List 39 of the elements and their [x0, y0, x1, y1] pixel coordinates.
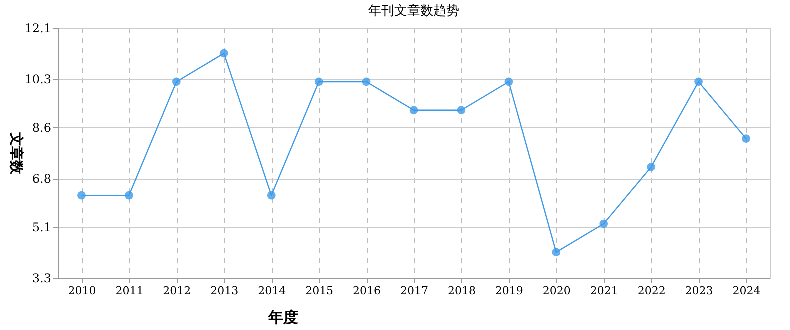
x-tick-label: 2012: [163, 284, 192, 298]
point: [552, 248, 561, 257]
x-tick-label: 2013: [210, 284, 239, 298]
x-tick-label: 2018: [448, 284, 476, 298]
point: [742, 134, 750, 143]
y-tick-label: 10.3: [24, 72, 52, 87]
point: [172, 78, 181, 86]
x-tick-label: 2019: [495, 284, 524, 298]
chart-title: 年刊文章数趋势: [368, 4, 460, 19]
x-tick-label: 2014: [258, 284, 286, 298]
y-tick-label: 6.8: [32, 172, 52, 186]
x-tick-label: 2015: [306, 284, 334, 298]
x-tick-label: 2016: [353, 284, 382, 298]
y-tick-label: 8.6: [32, 120, 52, 135]
x-tick-label: 2011: [116, 284, 144, 298]
y-axis-title: 文章数: [8, 132, 25, 176]
x-tick-label: 2017: [400, 284, 428, 298]
point: [362, 78, 371, 86]
x-tick-label: 2010: [68, 284, 96, 298]
point: [78, 191, 86, 200]
point: [504, 78, 514, 86]
x-tick-label: 2020: [542, 284, 571, 298]
point: [694, 78, 703, 86]
point: [457, 106, 466, 115]
y-tick-label: 5.1: [32, 220, 52, 234]
point: [314, 78, 324, 86]
x-axis-title: 年度: [268, 308, 298, 326]
point: [125, 191, 134, 200]
x-tick-label: 2024: [732, 284, 761, 298]
x-tick-label: 2023: [685, 284, 714, 298]
x-tick-label: 2022: [638, 284, 666, 298]
point: [267, 191, 276, 200]
point: [647, 163, 656, 172]
point: [600, 220, 608, 228]
y-tick-label: 12.1: [24, 22, 52, 36]
x-tick-label: 2021: [590, 284, 618, 298]
point: [220, 49, 228, 58]
y-tick-label: 3.3: [32, 272, 52, 286]
point: [410, 106, 418, 115]
